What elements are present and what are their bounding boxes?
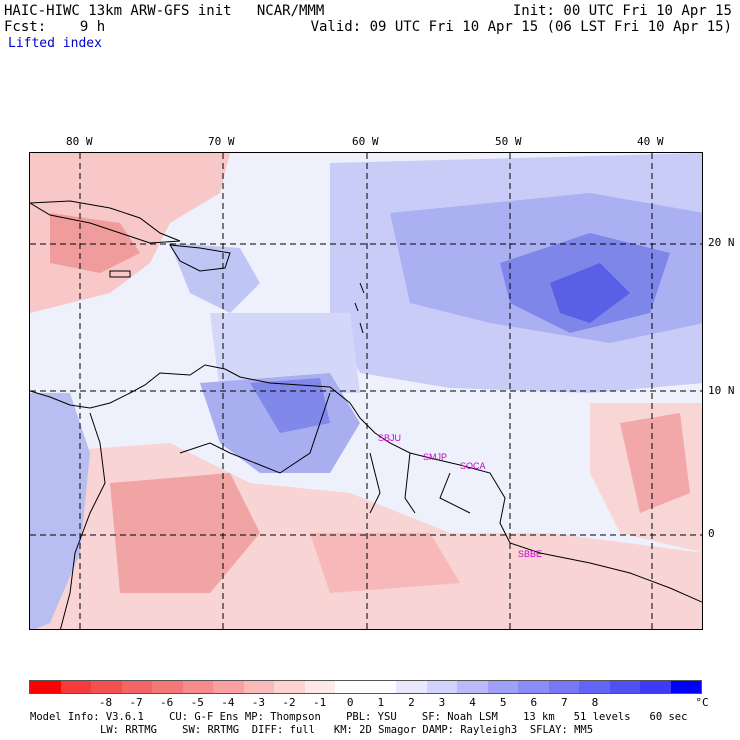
colorbar-swatch [304,681,335,693]
colorbar-swatch [365,681,396,693]
colorbar-swatch [243,681,274,693]
colorbar-tick-label: -2 [282,696,296,709]
colorbar-swatch [60,681,91,693]
colorbar-swatch [670,681,701,693]
lon-label: 50 W [495,135,522,148]
colorbar-tick-label: 3 [438,696,446,709]
colorbar-tick-label: 1 [377,696,385,709]
colorbar-tick-label: -8 [98,696,113,709]
colorbar-tick-label: 5 [499,696,507,709]
station-label: SBJU [378,433,401,443]
colorbar [29,680,702,694]
lon-label: 60 W [352,135,379,148]
colorbar-swatch [487,681,518,693]
colorbar-tick-label: -6 [160,696,174,709]
colorbar-swatch [121,681,152,693]
colorbar-tick-label: 0 [346,696,354,709]
station-label: SOCA [460,461,486,471]
lon-label: 40 W [637,135,664,148]
colorbar-tick-label: -5 [190,696,204,709]
colorbar-swatch [91,681,122,693]
station-label: SMJP [423,452,447,462]
colorbar-tick-label: 4 [469,696,476,709]
colorbar-swatch [30,681,61,693]
lon-label: 70 W [208,135,235,148]
colorbar-swatch [152,681,183,693]
lifted-index-map: SBJU SMJP SOCA SBBE [29,152,703,630]
station-label: SBBE [518,549,542,559]
colorbar-swatch [640,681,671,693]
colorbar-swatch [518,681,549,693]
model-info: Model Info: V3.6.1 CU: G-F Ens MP: Thomp… [30,711,688,723]
lon-label: 80 W [66,135,93,148]
colorbar-swatch [548,681,579,693]
colorbar-swatch [457,681,488,693]
colorbar-swatch [274,681,305,693]
colorbar-tick-label: -4 [221,696,235,709]
colorbar-swatch [335,681,366,693]
colorbar-tick-label: 6 [530,696,538,709]
colorbar-tick-label: 2 [408,696,415,709]
colorbar-tick-label: -3 [251,696,266,709]
colorbar-tick-label: -1 [312,696,327,709]
colorbar-swatch [579,681,610,693]
title-model: HAIC-HIWC 13km ARW-GFS init NCAR/MMM [4,3,325,19]
colorbar-swatch [396,681,427,693]
lat-label: 0 [708,527,715,540]
colorbar-tick-label: 7 [561,696,568,709]
colorbar-swatch [426,681,457,693]
colorbar-tick-label: 8 [591,696,599,709]
colorbar-tick-label: -7 [129,696,143,709]
colorbar-swatch [609,681,640,693]
lat-label: 10 N [708,384,735,397]
init-time: Init: 00 UTC Fri 10 Apr 15 [512,3,732,19]
forecast-hour: Fcst: 9 h [4,19,106,35]
field-name: Lifted index [8,36,102,51]
physics-info: LW: RRTMG SW: RRTMG DIFF: full KM: 2D Sm… [100,724,594,736]
colorbar-swatch [213,681,244,693]
colorbar-unit: °C [695,696,709,709]
colorbar-swatch [182,681,213,693]
valid-time: Valid: 09 UTC Fri 10 Apr 15 (06 LST Fri … [310,19,732,35]
lat-label: 20 N [708,236,735,249]
